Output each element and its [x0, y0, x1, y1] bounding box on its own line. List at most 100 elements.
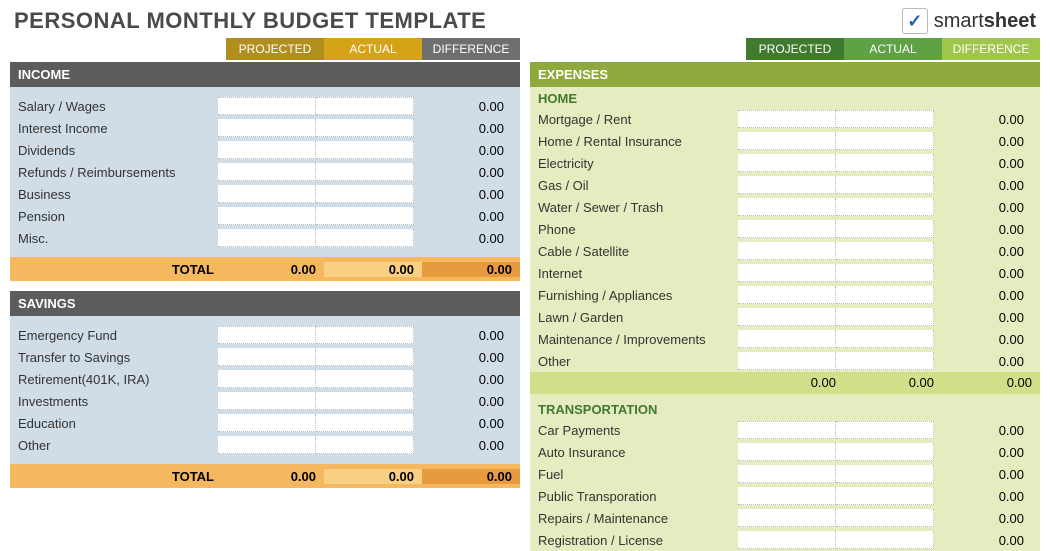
income-actual-cell[interactable]: [316, 119, 414, 137]
savings-actual-cell[interactable]: [316, 370, 414, 388]
expense-transportation-projected-cell[interactable]: [738, 421, 836, 439]
expense-home-actual-cell[interactable]: [836, 154, 934, 172]
expense-transportation-row: Fuel0.00: [530, 463, 1040, 485]
expense-home-projected-cell[interactable]: [738, 198, 836, 216]
page-title: PERSONAL MONTHLY BUDGET TEMPLATE: [14, 8, 486, 34]
savings-row: Other0.00: [10, 434, 520, 456]
expense-transportation-label: Car Payments: [538, 423, 738, 438]
expense-transportation-actual-cell[interactable]: [836, 421, 934, 439]
expense-home-row: Furnishing / Appliances0.00: [530, 284, 1040, 306]
expense-transportation-difference: 0.00: [934, 467, 1032, 482]
expense-transportation-actual-cell[interactable]: [836, 531, 934, 549]
home-subtotal-difference: 0.00: [942, 372, 1040, 394]
expense-home-actual-cell[interactable]: [836, 198, 934, 216]
income-projected-cell[interactable]: [218, 229, 316, 247]
expense-home-actual-cell[interactable]: [836, 220, 934, 238]
home-subtotal-row: 0.00 0.00 0.00: [530, 372, 1040, 394]
savings-projected-cell[interactable]: [218, 392, 316, 410]
expense-home-row: Other0.00: [530, 350, 1040, 372]
expense-transportation-actual-cell[interactable]: [836, 465, 934, 483]
expense-home-projected-cell[interactable]: [738, 132, 836, 150]
expense-home-row: Internet0.00: [530, 262, 1040, 284]
expense-home-projected-cell[interactable]: [738, 154, 836, 172]
expense-transportation-difference: 0.00: [934, 533, 1032, 548]
expense-transportation-projected-cell[interactable]: [738, 487, 836, 505]
savings-difference: 0.00: [414, 416, 512, 431]
expense-home-actual-cell[interactable]: [836, 176, 934, 194]
savings-actual-cell[interactable]: [316, 348, 414, 366]
right-column-headers: PROJECTED ACTUAL DIFFERENCE: [530, 38, 1040, 60]
savings-row: Education0.00: [10, 412, 520, 434]
expense-transportation-row: Auto Insurance0.00: [530, 441, 1040, 463]
savings-projected-cell[interactable]: [218, 436, 316, 454]
expense-home-row: Maintenance / Improvements0.00: [530, 328, 1040, 350]
expense-home-actual-cell[interactable]: [836, 132, 934, 150]
income-row: Misc.0.00: [10, 227, 520, 249]
income-total-label: TOTAL: [10, 262, 226, 277]
savings-actual-cell[interactable]: [316, 326, 414, 344]
income-actual-cell[interactable]: [316, 163, 414, 181]
expense-home-actual-cell[interactable]: [836, 264, 934, 282]
income-actual-cell[interactable]: [316, 97, 414, 115]
income-actual-cell[interactable]: [316, 185, 414, 203]
expense-home-projected-cell[interactable]: [738, 242, 836, 260]
savings-label: Transfer to Savings: [18, 350, 218, 365]
expense-home-projected-cell[interactable]: [738, 176, 836, 194]
income-total-projected: 0.00: [226, 262, 324, 277]
expense-transportation-projected-cell[interactable]: [738, 465, 836, 483]
expense-transportation-projected-cell[interactable]: [738, 509, 836, 527]
income-projected-cell[interactable]: [218, 185, 316, 203]
expense-transportation-label: Repairs / Maintenance: [538, 511, 738, 526]
income-row: Pension0.00: [10, 205, 520, 227]
income-difference: 0.00: [414, 143, 512, 158]
expense-transportation-projected-cell[interactable]: [738, 443, 836, 461]
savings-actual-cell[interactable]: [316, 392, 414, 410]
expense-home-actual-cell[interactable]: [836, 330, 934, 348]
income-actual-cell[interactable]: [316, 141, 414, 159]
expense-home-actual-cell[interactable]: [836, 286, 934, 304]
expense-transportation-actual-cell[interactable]: [836, 443, 934, 461]
expense-transportation-row: Repairs / Maintenance0.00: [530, 507, 1040, 529]
savings-actual-cell[interactable]: [316, 414, 414, 432]
income-actual-cell[interactable]: [316, 207, 414, 225]
expense-transportation-actual-cell[interactable]: [836, 509, 934, 527]
savings-projected-cell[interactable]: [218, 370, 316, 388]
expense-home-actual-cell[interactable]: [836, 308, 934, 326]
expense-home-difference: 0.00: [934, 222, 1032, 237]
right-column: PROJECTED ACTUAL DIFFERENCE EXPENSES HOM…: [530, 38, 1040, 551]
header-difference-r: DIFFERENCE: [942, 38, 1040, 60]
expense-home-label: Mortgage / Rent: [538, 112, 738, 127]
left-column-headers: PROJECTED ACTUAL DIFFERENCE: [10, 38, 520, 60]
home-subtotal-actual: 0.00: [844, 372, 942, 394]
savings-projected-cell[interactable]: [218, 326, 316, 344]
income-projected-cell[interactable]: [218, 207, 316, 225]
savings-row: Retirement(401K, IRA)0.00: [10, 368, 520, 390]
expense-home-actual-cell[interactable]: [836, 110, 934, 128]
expense-home-projected-cell[interactable]: [738, 264, 836, 282]
expense-home-row: Electricity0.00: [530, 152, 1040, 174]
header-projected: PROJECTED: [226, 38, 324, 60]
expense-transportation-projected-cell[interactable]: [738, 531, 836, 549]
income-projected-cell[interactable]: [218, 141, 316, 159]
savings-actual-cell[interactable]: [316, 436, 414, 454]
income-label: Business: [18, 187, 218, 202]
expense-home-projected-cell[interactable]: [738, 308, 836, 326]
income-projected-cell[interactable]: [218, 119, 316, 137]
savings-projected-cell[interactable]: [218, 414, 316, 432]
income-projected-cell[interactable]: [218, 163, 316, 181]
expense-home-actual-cell[interactable]: [836, 242, 934, 260]
income-actual-cell[interactable]: [316, 229, 414, 247]
income-total-actual: 0.00: [324, 262, 422, 277]
expense-home-actual-cell[interactable]: [836, 352, 934, 370]
expense-transportation-actual-cell[interactable]: [836, 487, 934, 505]
income-difference: 0.00: [414, 209, 512, 224]
savings-projected-cell[interactable]: [218, 348, 316, 366]
expense-home-projected-cell[interactable]: [738, 110, 836, 128]
expense-home-projected-cell[interactable]: [738, 352, 836, 370]
income-projected-cell[interactable]: [218, 97, 316, 115]
expense-home-projected-cell[interactable]: [738, 286, 836, 304]
expense-home-projected-cell[interactable]: [738, 220, 836, 238]
expense-home-difference: 0.00: [934, 134, 1032, 149]
expense-transportation-row: Car Payments0.00: [530, 419, 1040, 441]
expense-home-projected-cell[interactable]: [738, 330, 836, 348]
